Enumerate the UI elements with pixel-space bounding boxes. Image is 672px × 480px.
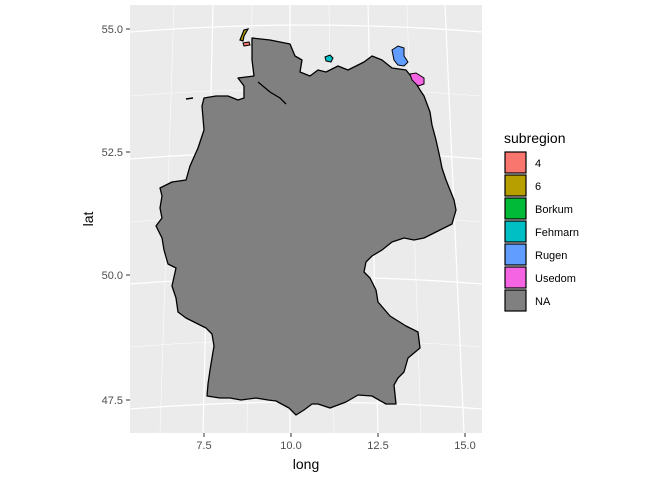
x-tick-label: 10.0 <box>280 440 301 452</box>
legend-label: Rugen <box>535 250 567 262</box>
legend-key-rugen <box>504 243 527 266</box>
legend-key-6 <box>504 174 527 197</box>
legend-key-na <box>504 289 527 312</box>
region-fehmarn <box>324 54 334 63</box>
coast-detail <box>257 81 287 105</box>
x-tick-label: 7.5 <box>196 440 211 452</box>
region-usedom <box>409 72 425 87</box>
legend-key-borkum <box>504 197 527 220</box>
legend-label: Usedom <box>535 273 576 285</box>
region-6 <box>239 28 250 42</box>
legend-key-usedom <box>504 266 527 289</box>
legend-label: Borkum <box>535 204 573 216</box>
legend-label: Fehmarn <box>535 227 579 239</box>
legend-label: 4 <box>535 158 541 170</box>
y-axis: 55.0 52.5 50.0 47.5 <box>102 24 130 407</box>
y-tick-label: 52.5 <box>102 147 123 159</box>
y-tick-label: 47.5 <box>102 395 123 407</box>
legend-key-4 <box>504 151 527 174</box>
legend-label: NA <box>535 296 551 308</box>
x-tick-label: 15.0 <box>454 440 475 452</box>
x-axis-title: long <box>293 456 319 472</box>
legend-label: 6 <box>535 181 541 193</box>
x-tick-label: 12.5 <box>367 440 388 452</box>
legend: subregion 4 6 Borkum Fehmarn Rugen Usedo… <box>504 130 579 312</box>
region-mainland <box>155 37 457 416</box>
region-rugen <box>391 45 409 67</box>
x-axis: 7.5 10.0 12.5 15.0 <box>196 433 476 452</box>
island-small <box>185 97 194 100</box>
legend-key-fehmarn <box>504 220 527 243</box>
region-4 <box>242 41 251 47</box>
legend-title: subregion <box>504 130 566 146</box>
y-tick-label: 50.0 <box>102 270 123 282</box>
y-axis-title: lat <box>80 212 96 227</box>
y-tick-label: 55.0 <box>102 24 123 36</box>
